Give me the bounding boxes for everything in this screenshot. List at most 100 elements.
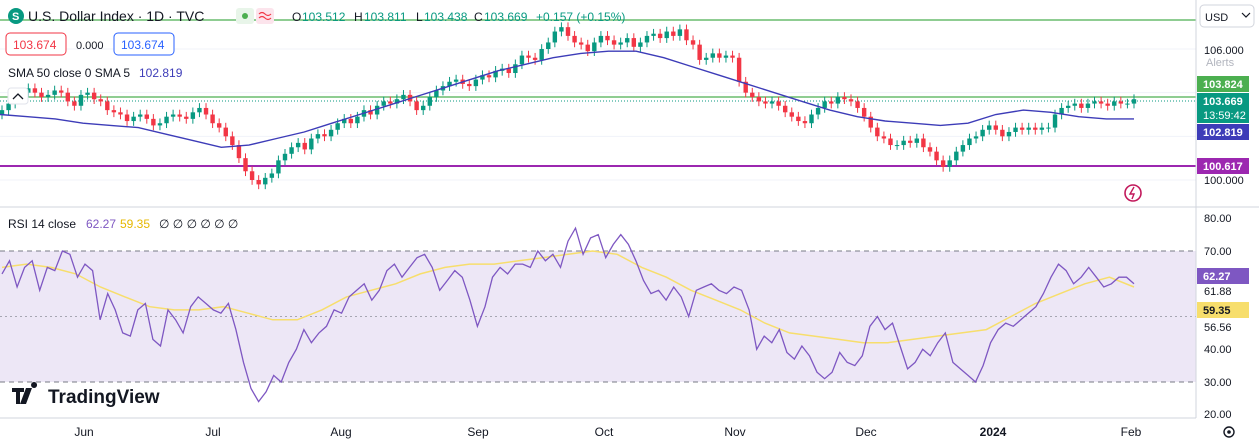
candle: [374, 105, 380, 115]
candle: [513, 64, 518, 74]
candle: [236, 145, 242, 159]
trade-buttons[interactable]: 103.674 0.000 103.674: [5, 32, 175, 56]
lightning-icon[interactable]: [1124, 184, 1142, 202]
sma-legend-value: 102.819: [139, 66, 183, 80]
candle: [6, 103, 11, 111]
candle: [414, 101, 419, 111]
candle: [598, 35, 604, 43]
candle: [835, 97, 841, 104]
candle: [625, 38, 630, 43]
candle: [710, 53, 715, 58]
chevron-up-icon: [12, 93, 24, 100]
gear-icon[interactable]: [1223, 426, 1235, 438]
candle: [98, 99, 103, 102]
symbol-title: U.S. Dollar Index · 1D · TVC: [28, 8, 204, 24]
close-value: 103.669: [484, 10, 528, 24]
symbol-badge-icon: [8, 8, 24, 24]
candle: [980, 129, 985, 137]
ohlc-legend: O 103.512 H 103.811 L 103.438 C 103.669 …: [292, 10, 625, 24]
candle: [973, 136, 979, 139]
change-value: +0.157 (+0.15%): [536, 10, 625, 24]
candle: [1000, 129, 1005, 137]
rsi-tick: 56.56: [1204, 322, 1232, 334]
candle: [295, 142, 301, 148]
open-value: 103.512: [302, 10, 346, 24]
candle: [921, 138, 926, 148]
close-label: C: [474, 10, 483, 24]
candle: [671, 31, 676, 36]
sma-50-line: [0, 50, 1134, 149]
spread-value: 0.000: [76, 40, 104, 52]
price-tick: 106.000: [1204, 45, 1244, 57]
candle: [427, 97, 432, 106]
buy-button[interactable]: [113, 32, 175, 56]
candle: [763, 101, 768, 104]
rsi-tick: 61.88: [1204, 286, 1232, 298]
candle: [368, 110, 373, 115]
candle: [52, 90, 57, 95]
candle: [1085, 103, 1091, 108]
candle: [1046, 127, 1051, 129]
rsi-legend-ma: 59.35: [120, 217, 150, 231]
candle: [59, 90, 64, 93]
currency-selector[interactable]: USD: [1199, 4, 1255, 28]
candle: [987, 125, 992, 130]
candle: [940, 160, 946, 167]
candle: [723, 55, 729, 58]
time-axis[interactable]: Jun Jul Aug Sep Oct Nov Dec 2024 Feb: [74, 425, 1141, 439]
rsi-ma-badge: [1197, 302, 1249, 318]
candle: [539, 49, 544, 60]
symbol-legend[interactable]: S U.S. Dollar Index · 1D · TVC: [8, 8, 204, 24]
chevron-down-icon: [1241, 12, 1251, 18]
alerts-label[interactable]: Alerts: [1206, 57, 1235, 69]
candle: [717, 53, 722, 58]
candle: [704, 57, 709, 60]
candle: [901, 140, 906, 146]
candle: [216, 123, 222, 128]
rsi-legend-title[interactable]: RSI 14 close: [8, 217, 76, 231]
candle: [947, 160, 952, 167]
time-axis-label: 2024: [980, 425, 1007, 439]
candle: [736, 57, 742, 82]
candle: [552, 31, 558, 43]
candle: [269, 173, 275, 178]
candle: [210, 114, 215, 124]
legend-buttons[interactable]: [236, 8, 274, 24]
sma-legend-title[interactable]: SMA 50 close 0 SMA 5: [8, 66, 130, 80]
rsi-ma-badge-value: 59.35: [1203, 305, 1231, 317]
time-axis-label: Jul: [205, 425, 220, 439]
candle: [388, 101, 393, 104]
time-axis-label: Sep: [467, 425, 489, 439]
hline-lower-badge: [1197, 158, 1249, 174]
candle: [664, 31, 669, 39]
sell-price: 103.674: [13, 38, 57, 52]
candle: [203, 107, 209, 115]
rsi-line: [1, 226, 1135, 403]
candle: [894, 145, 900, 147]
buy-price: 103.674: [121, 38, 165, 52]
candle: [0, 110, 5, 115]
candle: [1125, 103, 1130, 105]
sell-button[interactable]: [5, 32, 67, 56]
candle: [927, 147, 933, 152]
candle: [45, 94, 51, 98]
candle: [493, 70, 498, 78]
wave-button[interactable]: [256, 8, 274, 24]
logo-text: TradingView: [48, 387, 160, 408]
price-pane: [0, 0, 1196, 206]
collapse-legend-button[interactable]: [7, 87, 29, 105]
candle: [618, 42, 623, 45]
candle: [138, 114, 143, 117]
candle: [585, 44, 590, 52]
candle: [605, 35, 610, 41]
candle: [486, 75, 492, 78]
tradingview-logo[interactable]: TradingView: [12, 382, 160, 408]
candle: [842, 97, 847, 100]
candle: [91, 92, 97, 100]
candle: [934, 151, 939, 161]
sma-badge: [1197, 124, 1249, 140]
candle: [72, 101, 77, 106]
candle: [394, 99, 400, 104]
candle: [631, 38, 637, 47]
candle: [243, 158, 248, 172]
